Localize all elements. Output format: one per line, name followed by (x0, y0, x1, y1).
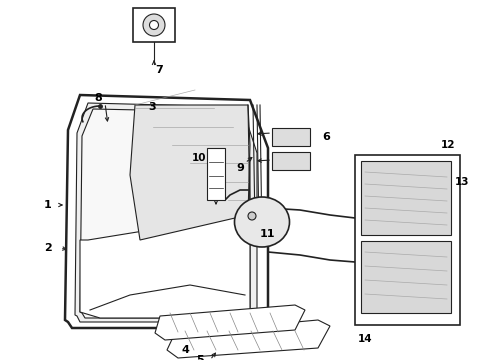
Text: 11: 11 (259, 229, 275, 239)
Text: 14: 14 (358, 334, 372, 344)
Polygon shape (75, 103, 257, 322)
FancyBboxPatch shape (361, 161, 451, 235)
Text: 6: 6 (322, 132, 330, 142)
Circle shape (143, 14, 165, 36)
FancyBboxPatch shape (355, 155, 460, 325)
FancyBboxPatch shape (207, 148, 225, 200)
FancyBboxPatch shape (272, 152, 310, 170)
Text: 4: 4 (181, 345, 189, 355)
FancyBboxPatch shape (272, 128, 310, 146)
Polygon shape (65, 95, 268, 328)
Polygon shape (80, 109, 250, 318)
FancyBboxPatch shape (361, 241, 451, 313)
Polygon shape (155, 305, 305, 340)
Ellipse shape (235, 197, 290, 247)
Text: 2: 2 (44, 243, 52, 253)
Text: 5: 5 (196, 355, 204, 360)
Circle shape (248, 212, 256, 220)
Text: 7: 7 (155, 65, 163, 75)
Polygon shape (80, 215, 250, 318)
FancyBboxPatch shape (133, 8, 175, 42)
Polygon shape (167, 320, 330, 358)
Text: 10: 10 (192, 153, 206, 163)
Text: 9: 9 (236, 163, 244, 173)
Polygon shape (130, 105, 250, 240)
Text: 8: 8 (94, 93, 102, 103)
Text: 1: 1 (44, 200, 52, 210)
Text: 13: 13 (455, 177, 469, 187)
Circle shape (149, 21, 158, 30)
Text: 3: 3 (148, 102, 156, 112)
Text: 12: 12 (441, 140, 455, 150)
